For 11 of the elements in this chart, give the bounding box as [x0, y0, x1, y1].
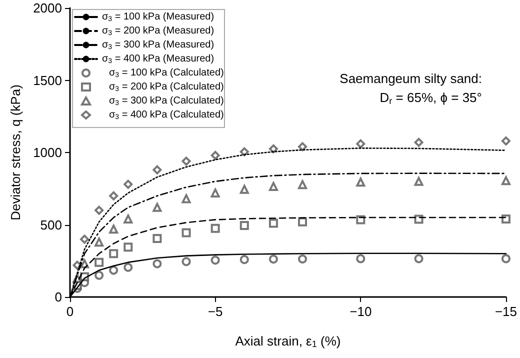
y-tick-label: 0	[54, 290, 62, 304]
x-tick-label: −5	[208, 304, 223, 319]
y-tick-label: 1500	[33, 72, 62, 88]
x-tick-label: 0	[66, 304, 74, 319]
y-tick-label: 2000	[33, 0, 62, 16]
y-tick-label: 500	[40, 217, 62, 232]
x-tick-label: −10	[350, 304, 372, 319]
y-axis-title: Deviator stress, q (kPa)	[8, 84, 24, 220]
x-tick-label: −15	[494, 304, 518, 319]
y-tick-label: 1000	[33, 145, 62, 160]
annotation: Saemangeum silty sand:	[340, 71, 482, 86]
